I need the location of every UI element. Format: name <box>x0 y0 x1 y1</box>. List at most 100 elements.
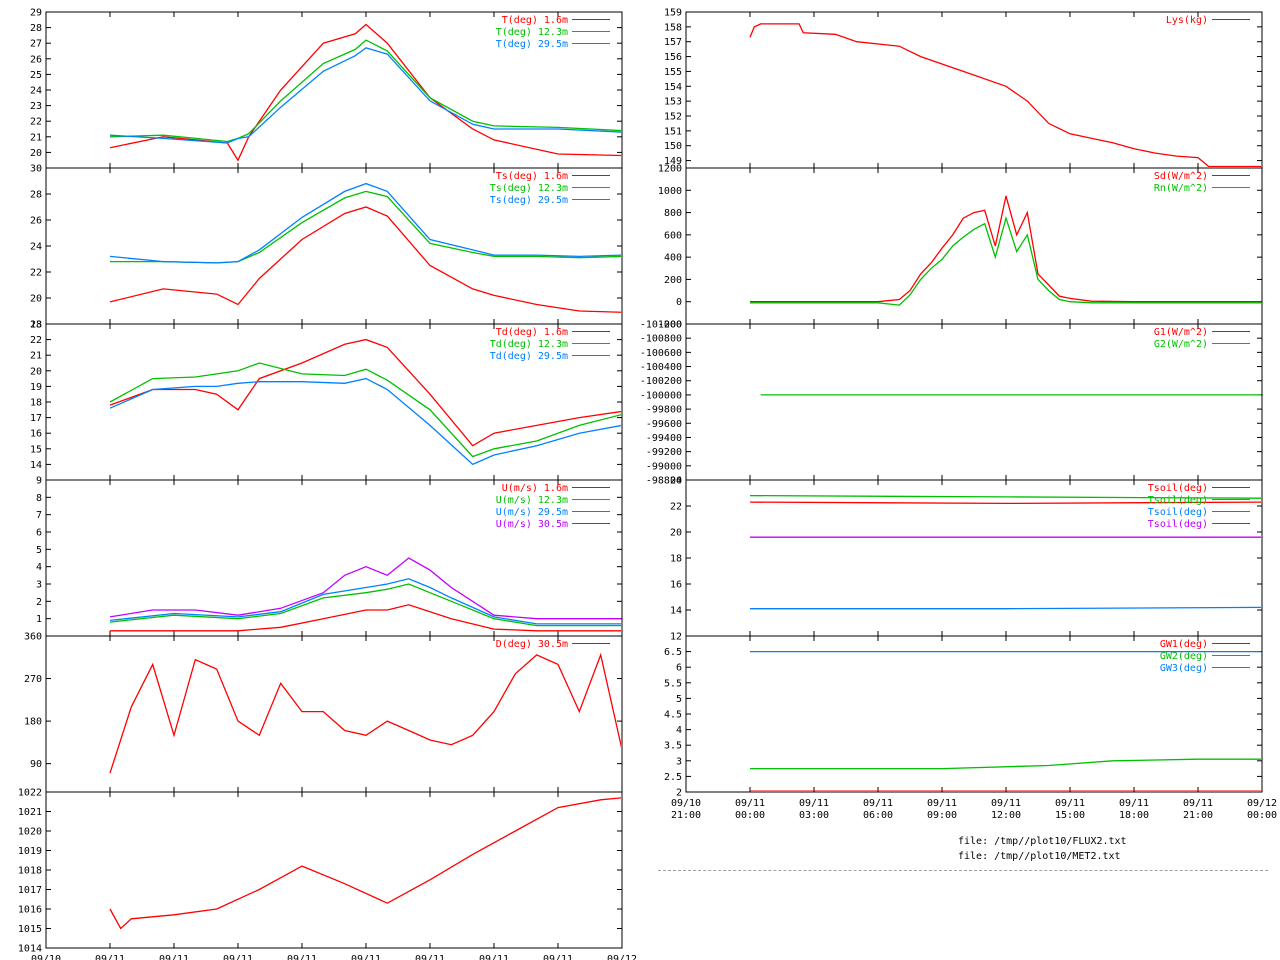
y-tick-label: 154 <box>664 82 682 93</box>
y-tick-label: 9 <box>36 476 42 487</box>
panel-P: 1014 1015 1016 1017 1018 1019 1020 1021 1022 09/1… <box>18 788 637 960</box>
y-tick-label: -100200 <box>640 376 682 387</box>
y-tick-label: 26 <box>30 54 42 65</box>
y-tick-label: -99200 <box>646 447 682 458</box>
series-line <box>109 797 621 930</box>
x-tick-label: 09/11 <box>415 954 445 960</box>
y-tick-label: 28 <box>30 23 42 34</box>
y-tick-label: 22 <box>30 335 42 346</box>
y-tick-label: 4 <box>36 562 42 573</box>
series-line <box>749 23 1261 167</box>
y-tick-label: 14 <box>670 606 682 617</box>
y-tick-label: 2 <box>36 597 42 608</box>
legend-label: Td(deg) 1.6m <box>496 327 568 338</box>
legend-label: Ts(deg) 29.5m <box>490 195 568 206</box>
y-tick-label: 1019 <box>18 846 42 857</box>
y-tick-label: 2 <box>676 788 682 799</box>
x-tick-label: 09/11 <box>1183 798 1213 809</box>
y-tick-label: 8 <box>36 493 42 504</box>
y-tick-label: 152 <box>664 112 682 123</box>
y-tick-label: 6.5 <box>664 647 682 658</box>
y-tick-label: 24 <box>30 242 42 253</box>
y-tick-label: 20 <box>30 294 42 305</box>
y-tick-label: 1000 <box>658 186 682 197</box>
x-tick-label: 09/11 <box>479 954 509 960</box>
legend-label: U(m/s) 12.3m <box>496 495 568 506</box>
y-tick-label: 180 <box>24 717 42 728</box>
y-tick-label: 19 <box>30 382 42 393</box>
x-tick-label: 18:00 <box>1119 810 1149 821</box>
legend-label: G1(W/m^2) <box>1154 327 1208 338</box>
panel-Sd: -200 0 200 400 600 800 1000 1200 Sd(W/m^2)Rn(W/m… <box>658 164 1263 331</box>
x-tick-label: 15:00 <box>1055 810 1085 821</box>
series-line <box>109 362 621 458</box>
series-line <box>109 557 621 620</box>
x-tick-label: 09/11 <box>735 798 765 809</box>
y-tick-label: 18 <box>670 554 682 565</box>
y-tick-label: 4 <box>676 725 682 736</box>
panel-Tsoil: 12141618202224Tsoil(deg)Tsoil(deg)Tsoil(… <box>670 476 1263 643</box>
x-tick-label: 09/11 <box>927 798 957 809</box>
y-tick-label: 21 <box>30 132 42 143</box>
y-tick-label: 16 <box>670 580 682 591</box>
y-tick-label: 2.5 <box>664 772 682 783</box>
x-tick-label: 09:00 <box>927 810 957 821</box>
y-tick-label: 3 <box>36 580 42 591</box>
series-line <box>109 182 621 264</box>
x-tick-label: 09/11 <box>1119 798 1149 809</box>
y-tick-label: 3.5 <box>664 741 682 752</box>
y-tick-label: -99000 <box>646 461 682 472</box>
y-tick-label: 23 <box>30 101 42 112</box>
y-tick-label: 155 <box>664 67 682 78</box>
y-tick-label: 1022 <box>18 788 42 799</box>
y-tick-label: 1020 <box>18 827 42 838</box>
panel-T: 20 21 22 23 24 25 26 27 28 29 T(deg) 1.6mT(deg) 12… <box>30 8 623 169</box>
x-tick-label: 09/11 <box>223 954 253 960</box>
legend-label: Tsoil(deg) <box>1148 519 1208 530</box>
y-tick-label: 26 <box>30 216 42 227</box>
y-tick-label: 21 <box>30 351 42 362</box>
y-tick-label: 90 <box>30 759 42 770</box>
legend-label: Ts(deg) 12.3m <box>490 183 568 194</box>
y-tick-label: 800 <box>664 208 682 219</box>
y-tick-label: 23 <box>30 320 42 331</box>
panel-G: -101000 -100800 -100600 -100400 -100200 -1000… <box>640 320 1263 487</box>
y-tick-label: 25 <box>30 70 42 81</box>
panel-GW: 22.533.544.555.566.509/1021:0009/1100:00… <box>664 635 1277 821</box>
y-tick-label: 153 <box>664 97 682 108</box>
file-list: file: /tmp//plot10/FLUX2.txt file: /tmp/… <box>958 834 1127 864</box>
legend-label: Ts(deg) 1.6m <box>496 171 568 182</box>
y-tick-label: 159 <box>664 8 682 19</box>
y-tick-label: 1014 <box>18 944 42 955</box>
series-line <box>749 494 1261 499</box>
x-tick-label: 00:00 <box>1247 810 1277 821</box>
y-tick-label: 4.5 <box>664 710 682 721</box>
y-tick-label: -98800 <box>646 476 682 487</box>
y-tick-label: 360 <box>24 632 42 643</box>
x-tick-label: 09/12 <box>1247 798 1277 809</box>
plot-frame <box>45 635 623 793</box>
series-line <box>109 377 621 466</box>
file-path: file: /tmp//plot10/MET2.txt <box>958 851 1121 862</box>
x-tick-label: 09/12 <box>607 954 637 960</box>
y-tick-label: 28 <box>30 190 42 201</box>
y-tick-label: 157 <box>664 37 682 48</box>
x-tick-label: 09/10 <box>31 954 61 960</box>
series-line <box>109 583 621 627</box>
legend-label: GW2(deg) <box>1160 651 1208 662</box>
y-tick-label: 200 <box>664 275 682 286</box>
x-tick-label: 12:00 <box>991 810 1021 821</box>
y-tick-label: 150 <box>664 141 682 152</box>
x-tick-label: 09/11 <box>159 954 189 960</box>
y-tick-label: 20 <box>670 528 682 539</box>
y-tick-label: 6 <box>36 528 42 539</box>
y-tick-label: 149 <box>664 156 682 167</box>
y-tick-label: 30 <box>30 164 42 175</box>
x-tick-label: 09/11 <box>991 798 1021 809</box>
y-tick-label: 7 <box>36 510 42 521</box>
y-tick-label: 14 <box>30 460 42 471</box>
y-tick-label: 5.5 <box>664 678 682 689</box>
